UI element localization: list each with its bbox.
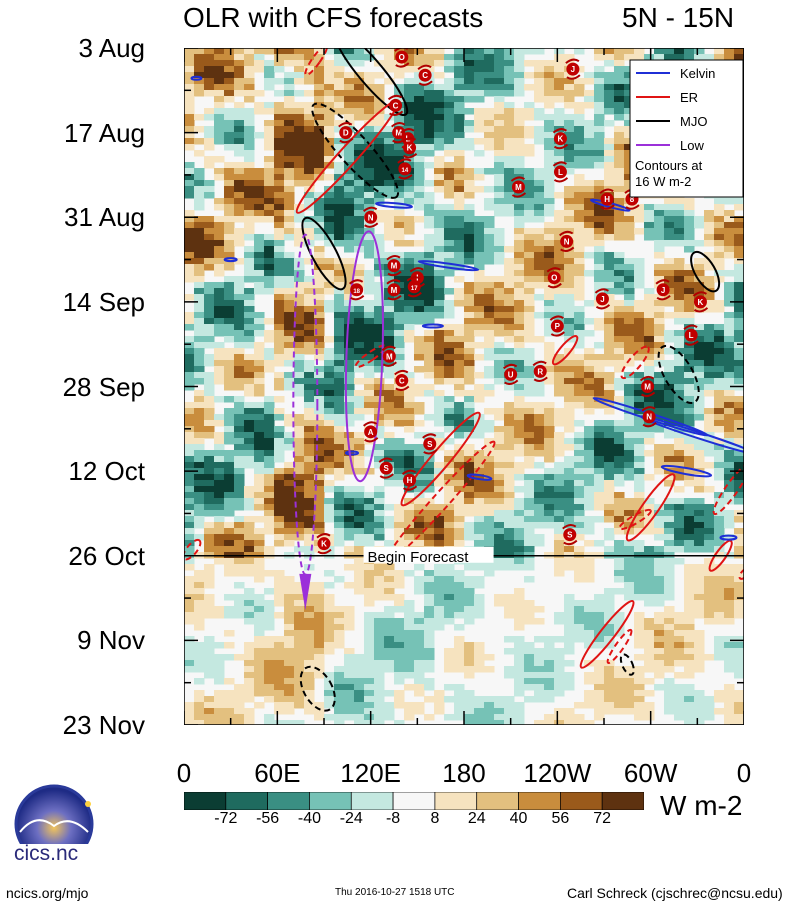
latitude-band-label: 5N - 15N xyxy=(622,2,734,34)
logo-text: cics.nc xyxy=(14,842,78,866)
storm-label: K xyxy=(321,540,327,549)
colorbar-swatch xyxy=(602,792,644,810)
timestamp: Thu 2016-10-27 1518 UTC xyxy=(335,887,455,898)
storm-label: S xyxy=(384,464,390,473)
storm-label: S xyxy=(567,531,573,540)
y-tick-label: 12 Oct xyxy=(0,456,145,487)
storm-label: M xyxy=(386,352,393,361)
colorbar-tick-label: 8 xyxy=(415,810,455,828)
storm-label: M xyxy=(515,183,522,192)
y-tick-label: 3 Aug xyxy=(0,33,145,64)
y-tick-label: 26 Oct xyxy=(0,541,145,572)
colorbar-tick-label: -40 xyxy=(289,810,329,828)
colorbar xyxy=(184,792,644,810)
colorbar-swatch xyxy=(519,792,561,810)
colorbar-swatch xyxy=(351,792,393,810)
storm-label: C xyxy=(399,376,405,385)
storm-label: S xyxy=(427,440,433,449)
storm-label: N xyxy=(368,213,374,222)
colorbar-tick-label: 40 xyxy=(499,810,539,828)
storm-label: P xyxy=(555,322,561,331)
colorbar-swatch xyxy=(435,792,477,810)
storm-label: M xyxy=(395,129,402,138)
colorbar-tick-label: 72 xyxy=(582,810,622,828)
storm-label: C xyxy=(422,71,428,80)
storm-label: M xyxy=(391,262,398,271)
legend-entry: ER xyxy=(680,90,698,105)
legend-entry: Low xyxy=(680,138,704,153)
storm-label: K xyxy=(558,135,564,144)
storm-label: 18 xyxy=(353,289,360,295)
storm-label: C xyxy=(393,101,399,110)
storm-label: M xyxy=(391,286,398,295)
y-tick-label: 17 Aug xyxy=(0,118,145,149)
storm-label: H xyxy=(604,195,610,204)
legend-entry: MJO xyxy=(680,114,707,129)
colorbar-swatch xyxy=(477,792,519,810)
hovmoller-plot: JOCCD MLKK14 LMH 8NNMI O18 M 17 JJ KPLMU RCMNASSH… xyxy=(184,48,744,725)
forecast-label: Begin Forecast xyxy=(368,549,470,566)
colorbar-swatch xyxy=(268,792,310,810)
storm-label: O xyxy=(399,53,405,62)
storm-label: N xyxy=(646,413,652,422)
y-tick-label: 28 Sep xyxy=(0,372,145,403)
x-tick-label: 120W xyxy=(507,758,607,789)
storm-label: J xyxy=(571,65,575,74)
x-tick-label: 60E xyxy=(227,758,327,789)
legend-note: 16 W m-2 xyxy=(635,174,691,189)
colorbar-swatch xyxy=(184,792,226,810)
colorbar-swatch xyxy=(560,792,602,810)
storm-label: D xyxy=(343,129,349,138)
storm-label: U xyxy=(508,370,514,379)
storm-label: J xyxy=(661,286,665,295)
colorbar-units: W m-2 xyxy=(660,790,742,822)
colorbar-tick-label: 56 xyxy=(540,810,580,828)
site-link[interactable]: ncics.org/mjo xyxy=(6,885,88,901)
storm-label: 17 xyxy=(411,286,418,292)
colorbar-swatch xyxy=(226,792,268,810)
y-tick-label: 31 Aug xyxy=(0,202,145,233)
cicsnc-logo-icon xyxy=(6,784,102,844)
y-tick-label: 14 Sep xyxy=(0,287,145,318)
storm-label: H xyxy=(407,476,413,485)
storm-label: J xyxy=(600,295,604,304)
colorbar-tick-label: 24 xyxy=(457,810,497,828)
x-tick-label: 180 xyxy=(414,758,514,789)
colorbar-tick-label: -72 xyxy=(206,810,246,828)
chart-title: OLR with CFS forecasts xyxy=(183,2,483,34)
storm-label: O xyxy=(551,274,557,283)
storm-label: N xyxy=(564,237,570,246)
y-tick-label: 23 Nov xyxy=(0,710,145,741)
x-tick-label: 0 xyxy=(694,758,794,789)
y-tick-label: 9 Nov xyxy=(0,625,145,656)
legend-entry: Kelvin xyxy=(680,66,715,81)
storm-label: L xyxy=(558,168,563,177)
storm-label: L xyxy=(689,331,694,340)
colorbar-tick-label: -56 xyxy=(248,810,288,828)
colorbar-swatch xyxy=(393,792,435,810)
legend-note: Contours at xyxy=(635,158,703,173)
colorbar-swatch xyxy=(309,792,351,810)
colorbar-tick-label: -24 xyxy=(331,810,371,828)
x-tick-label: 0 xyxy=(134,758,234,789)
storm-label: A xyxy=(368,428,374,437)
storm-label: 14 xyxy=(402,168,409,174)
colorbar-tick-label: -8 xyxy=(373,810,413,828)
storm-label: K xyxy=(407,144,413,153)
storm-label: R xyxy=(537,367,543,376)
storm-label: K xyxy=(698,298,704,307)
author-credit: Carl Schreck (cjschrec@ncsu.edu) xyxy=(567,885,783,901)
x-tick-label: 60W xyxy=(601,758,701,789)
storm-label: M xyxy=(644,383,651,392)
x-tick-label: 120E xyxy=(321,758,421,789)
